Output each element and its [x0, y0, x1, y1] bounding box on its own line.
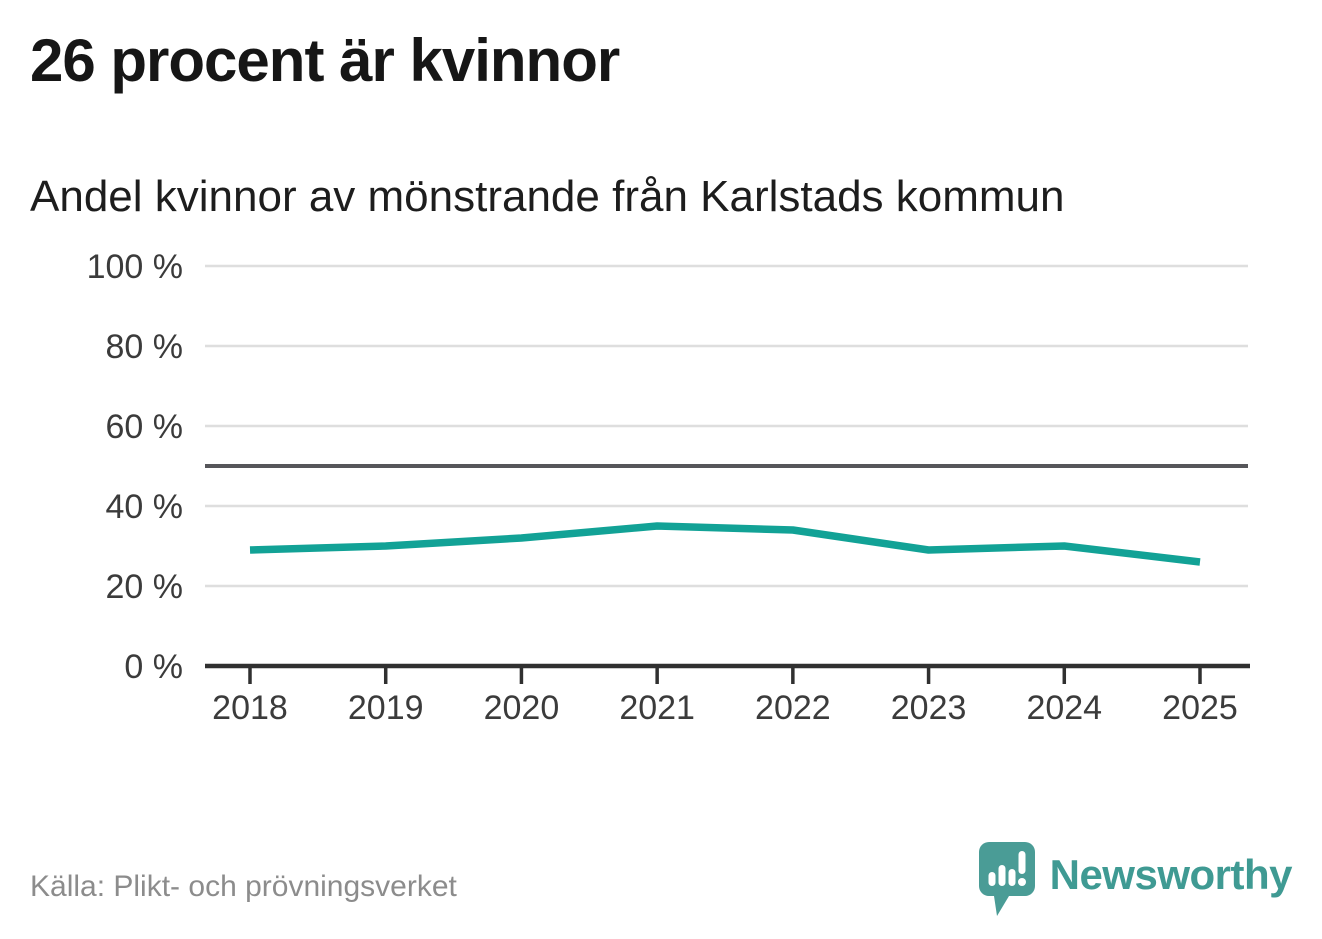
logo-bar-small — [988, 872, 996, 886]
newsworthy-branding: Newsworthy — [978, 841, 1293, 919]
x-label-2023: 2023 — [891, 689, 967, 727]
logo-exclamation-dot — [1017, 878, 1026, 886]
y-label-80: 80 % — [106, 328, 184, 366]
y-label-60: 60 % — [106, 408, 184, 446]
y-axis-labels: 0 % 20 % 40 % 60 % 80 % 100 % — [87, 248, 183, 686]
x-axis-labels: 2018 2019 2020 2021 2022 2023 2024 2025 — [212, 689, 1238, 727]
logo-exclamation-bar — [1018, 851, 1026, 874]
x-label-2024: 2024 — [1026, 689, 1102, 727]
newsworthy-logo-icon — [978, 842, 1035, 916]
x-label-2022: 2022 — [755, 689, 831, 727]
chart-subtitle: Andel kvinnor av mönstrande från Karlsta… — [30, 172, 1065, 221]
y-gridlines — [205, 264, 1248, 588]
x-label-2018: 2018 — [212, 689, 288, 727]
y-label-40: 40 % — [106, 488, 184, 526]
y-label-0: 0 % — [124, 648, 183, 686]
y-label-20: 20 % — [106, 568, 184, 606]
logo-bar-tall — [998, 865, 1006, 886]
x-axis-ticks — [248, 668, 1202, 684]
x-label-2025: 2025 — [1162, 689, 1238, 727]
x-label-2019: 2019 — [348, 689, 424, 727]
newsworthy-wordmark: Newsworthy — [1049, 851, 1293, 898]
y-label-100: 100 % — [87, 248, 183, 286]
source-note: Källa: Plikt- och prövningsverket — [30, 870, 457, 903]
data-line-share-of-women — [249, 522, 1201, 566]
x-label-2020: 2020 — [484, 689, 560, 727]
line-chart: 0 % 20 % 40 % 60 % 80 % 100 % 2018 2019 2020 2021… — [87, 248, 1250, 727]
logo-bar-medium — [1008, 869, 1016, 886]
x-label-2021: 2021 — [619, 689, 695, 727]
chart-title: 26 procent är kvinnor — [30, 27, 620, 94]
